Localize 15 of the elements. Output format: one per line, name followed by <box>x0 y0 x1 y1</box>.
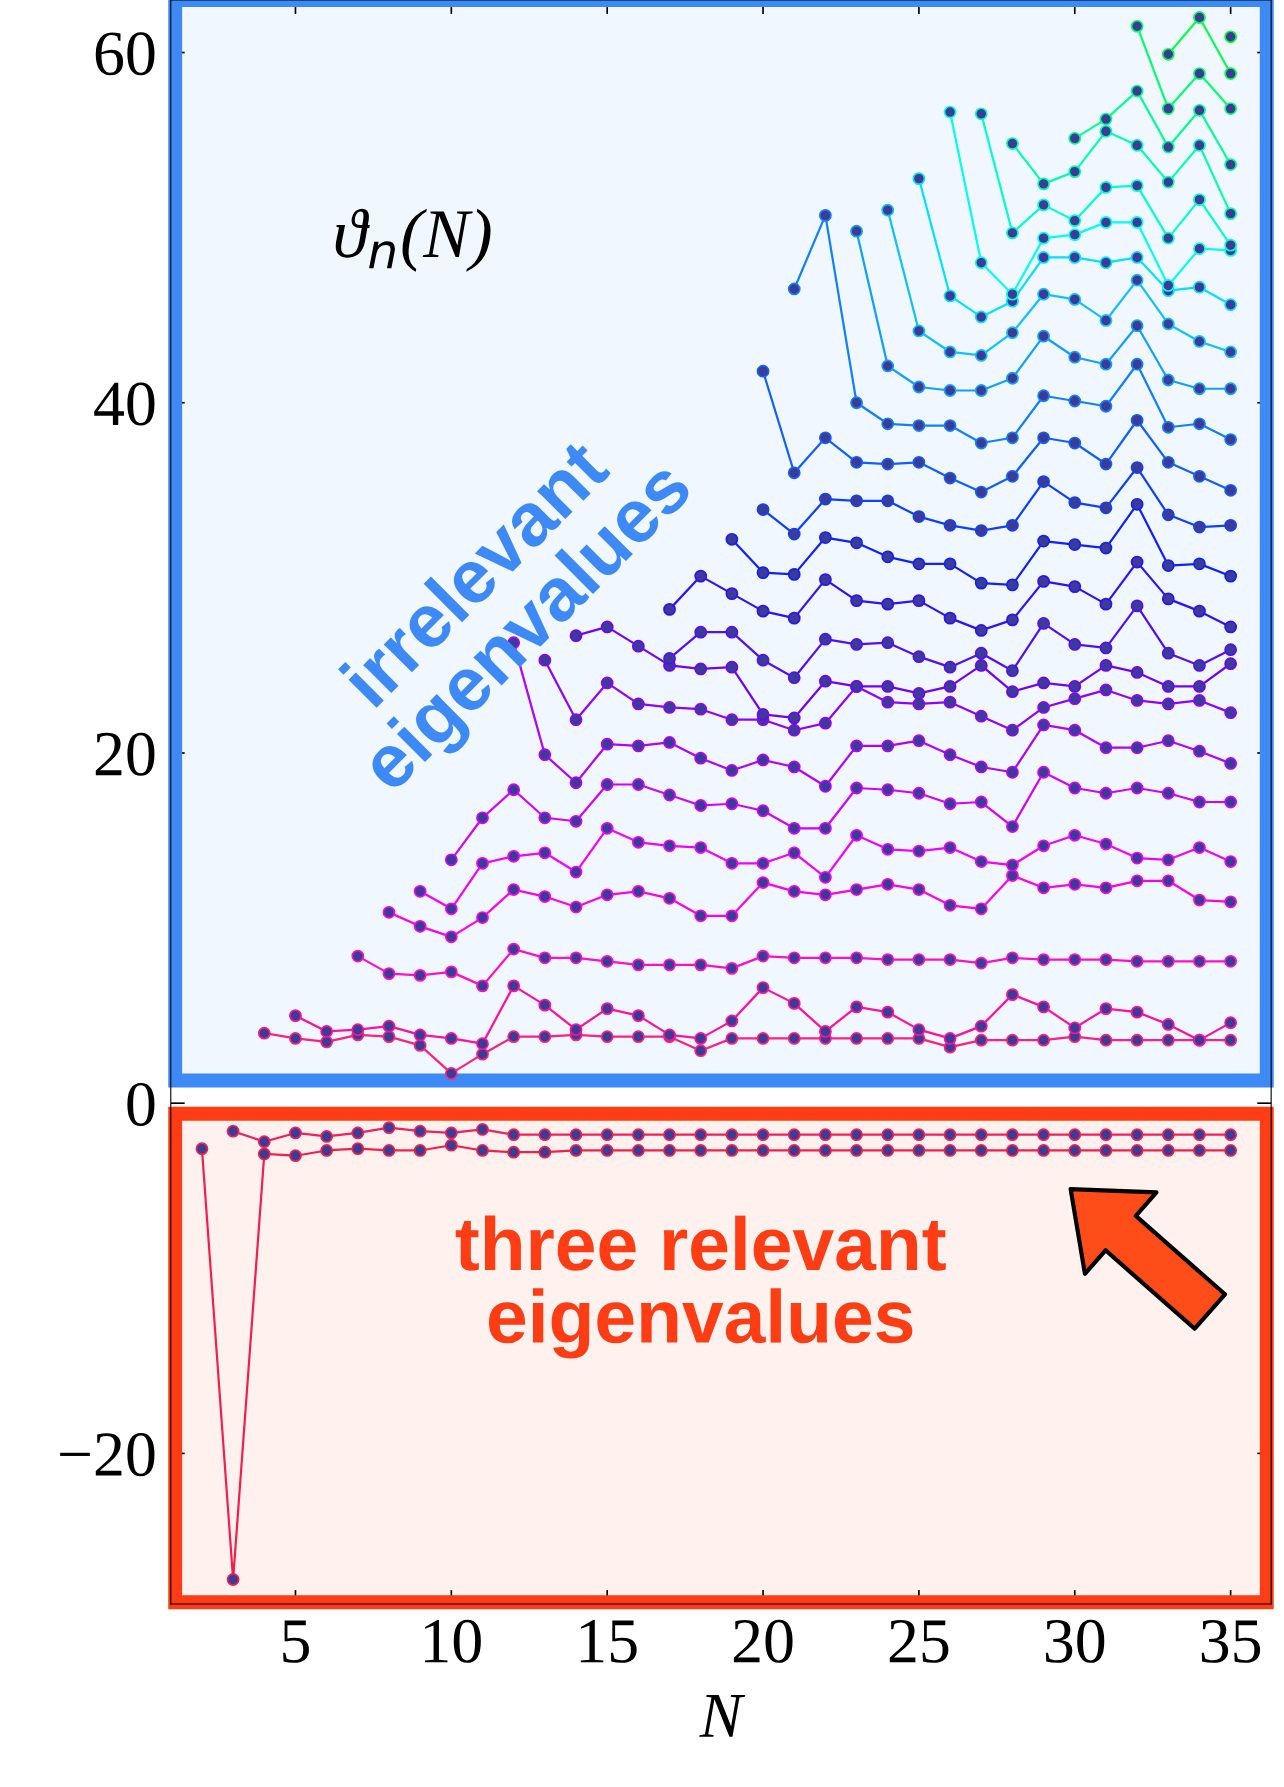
y-tick-label: 20 <box>95 732 155 776</box>
y-axis-title: ϑ$_{n}$(N) <box>335 208 491 272</box>
x-tick-label: 30 <box>1045 1619 1105 1663</box>
y-tick-label: 60 <box>95 32 155 76</box>
x-axis-title: N <box>699 1695 746 1737</box>
x-tick-label: 25 <box>889 1619 949 1663</box>
x-tick-label: 20 <box>733 1619 793 1663</box>
x-tick-label: 5 <box>283 1620 309 1663</box>
x-tick-label: 35 <box>1201 1619 1261 1663</box>
x-tick-label: 10 <box>425 1619 481 1663</box>
x-tick-label: 15 <box>580 1620 637 1663</box>
band-label: three relevant eigenvalues <box>455 1215 946 1359</box>
y-tick-label: −20 <box>60 1433 155 1477</box>
y-tick-label: 0 <box>127 1082 155 1126</box>
y-tick-label: 40 <box>94 382 155 426</box>
